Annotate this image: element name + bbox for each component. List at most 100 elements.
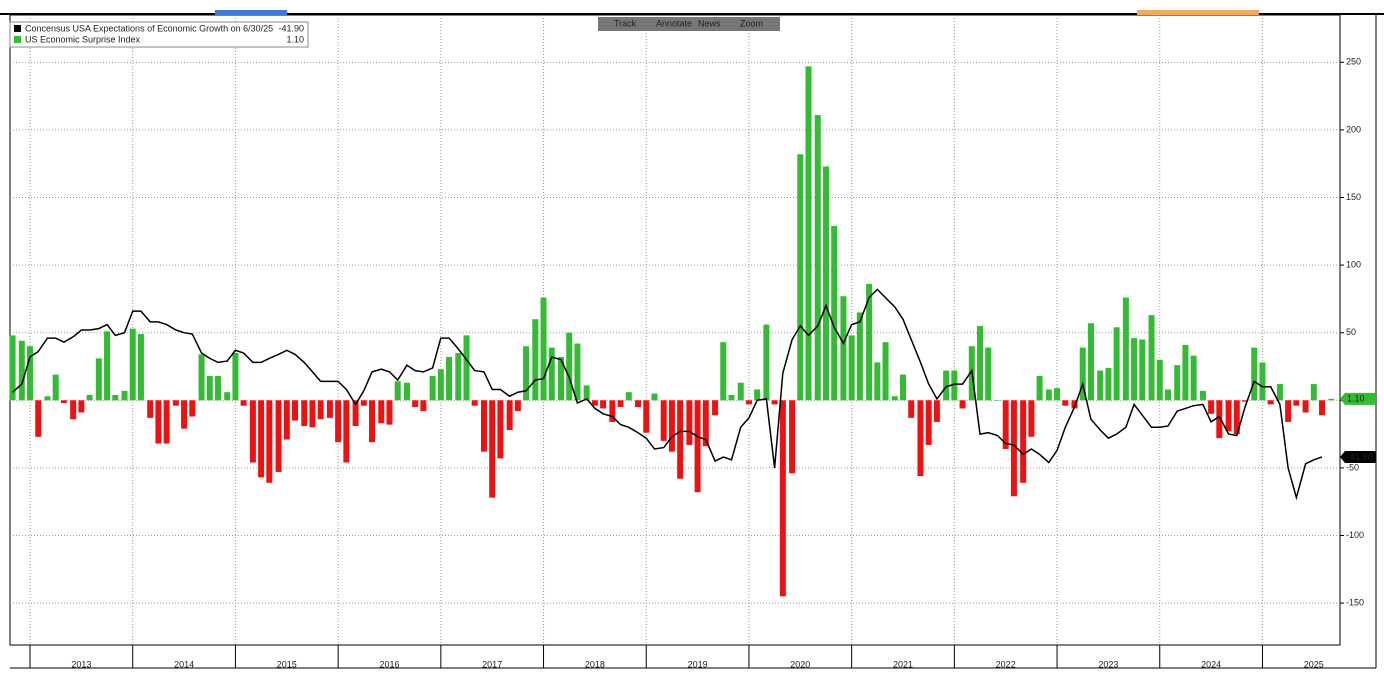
bar [797,154,804,401]
legend-value: 1.10 [286,34,304,44]
toolbar: Track Annotate News Zoom [598,17,780,31]
bar [1225,400,1232,432]
bar [172,400,179,406]
bar [78,400,85,413]
bar [446,357,453,401]
bar [1182,344,1189,401]
bar [900,374,906,401]
bar [745,400,752,405]
bar [198,354,205,401]
bar [232,352,239,401]
legend: Concensus USA Expectations of Economic G… [9,21,309,48]
x-tick-label: 2024 [1201,659,1221,669]
bar [1251,347,1258,401]
value-tag-label: 1.10 [1347,394,1365,404]
bar [1105,367,1112,401]
bar [9,335,16,401]
bar [224,392,231,401]
bar [712,400,719,416]
bar [60,400,67,404]
x-tick-label: 2018 [585,659,605,669]
bar [840,296,847,401]
bar [189,400,196,417]
toolbar-bg [598,17,780,31]
bar [617,400,624,408]
bar [378,400,385,424]
toolbar-button[interactable]: News [698,18,721,28]
header-tab [1137,10,1259,15]
bar [1087,323,1094,401]
bar [301,400,308,426]
y-tick-label: -50 [1346,462,1359,472]
bar [591,400,598,406]
bar [822,166,829,401]
x-tick-label: 2016 [379,659,399,669]
toolbar-button[interactable]: Zoom [740,18,763,28]
bar [112,394,119,401]
bar [625,392,632,401]
bar [292,400,298,421]
bar [471,400,478,406]
bar [583,385,590,401]
bar [121,390,128,401]
bar [523,346,530,401]
y-tick-label: -100 [1346,530,1364,540]
x-tick-label: 2019 [688,659,708,669]
bar [369,400,376,443]
bar [977,325,984,401]
toolbar-button[interactable]: Annotate [656,18,692,28]
bar [317,400,324,420]
bar [771,400,778,405]
bar [1285,400,1292,422]
bar [1164,389,1171,401]
bar [1054,388,1061,401]
bar [635,400,642,408]
bar [360,400,367,406]
bar [951,370,958,401]
bar [214,375,221,401]
bar [514,400,521,412]
legend-swatch [14,36,21,43]
bar [18,340,25,401]
bar [1216,400,1223,439]
bar [1131,338,1138,401]
x-tick-label: 2021 [893,659,913,669]
bar [283,400,290,440]
bar [1242,400,1248,402]
bar [643,400,650,433]
bar [600,400,607,409]
bar [275,400,282,472]
x-tick-label: 2020 [790,659,810,669]
bar [137,334,144,401]
bar [1259,362,1266,401]
bar [206,375,213,401]
bar [856,312,863,401]
bar [1148,315,1155,401]
bar [1122,297,1129,401]
bar [574,343,581,401]
bar [1113,327,1120,401]
bar [1267,400,1274,405]
plot-frame [9,14,1341,646]
bar [394,381,401,401]
bar [420,400,427,412]
bar [891,396,898,401]
bar [181,400,188,429]
y-tick-label: 250 [1346,57,1361,67]
bar [497,400,504,459]
bar [1319,400,1326,416]
bar [763,324,770,401]
bar [1302,400,1309,413]
bar [779,400,786,597]
y-tick-label: 50 [1346,327,1356,337]
x-tick-label: 2013 [71,659,91,669]
bar [44,396,51,401]
bar [266,400,273,483]
toolbar-button[interactable]: Track [614,18,637,28]
x-tick-label: 2022 [996,659,1016,669]
bar [147,400,154,418]
bar [866,284,873,401]
bar [728,394,735,401]
bar [908,400,915,418]
